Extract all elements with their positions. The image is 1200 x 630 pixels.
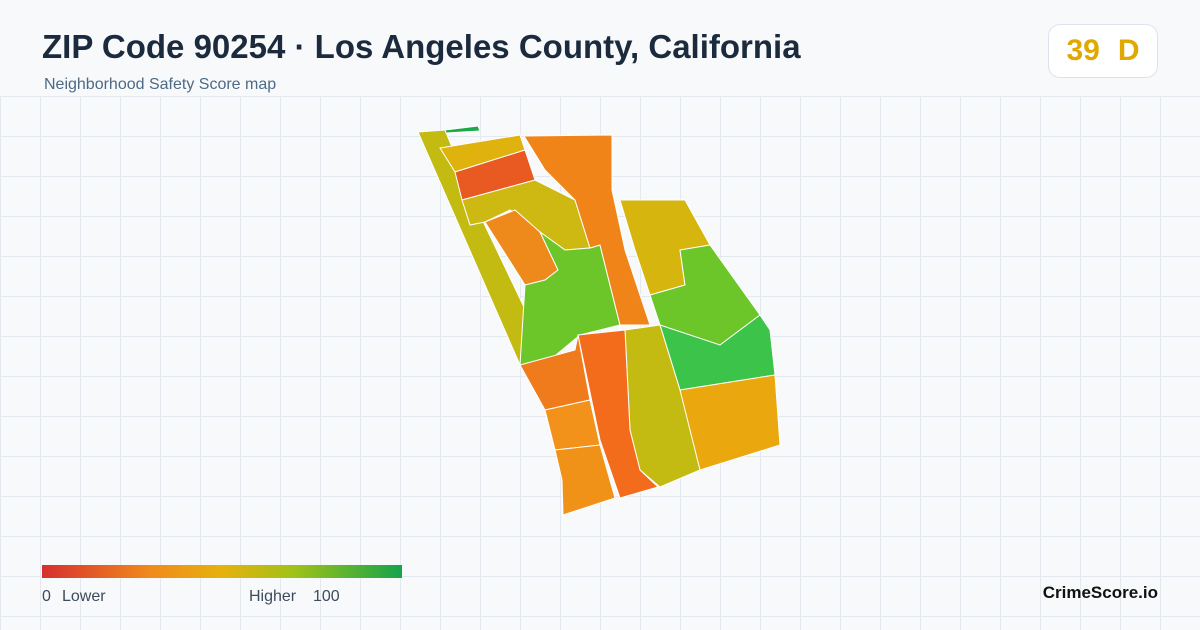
legend-bar	[42, 565, 402, 578]
score-badge: 39 D	[1048, 24, 1158, 78]
score: 39	[1066, 34, 1100, 67]
area	[444, 125, 481, 134]
area	[523, 134, 651, 326]
area	[577, 329, 659, 499]
area	[417, 129, 536, 367]
zip-area	[417, 125, 781, 516]
grade: D	[1117, 34, 1140, 67]
legend-min: 0	[42, 588, 51, 605]
subtitle: Neighborhood Safety Score map	[44, 76, 277, 93]
legend-max: 100	[313, 588, 340, 605]
title: ZIP Code 90254 · Los Angeles County, Cal…	[42, 28, 801, 65]
legend-max-label: Higher	[249, 588, 297, 605]
grid	[0, 96, 1200, 630]
area	[519, 334, 591, 411]
brand: CrimeScore.io	[1042, 583, 1158, 602]
area	[554, 444, 616, 516]
legend-min-label: Lower	[62, 588, 106, 605]
